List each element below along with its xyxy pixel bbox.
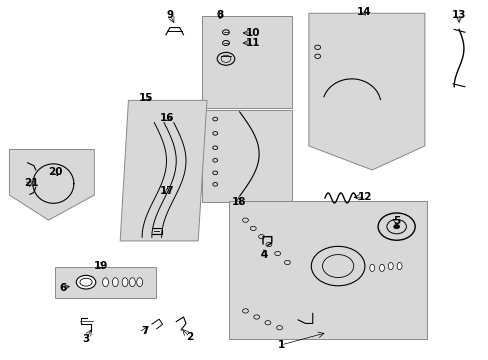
Text: 17: 17	[160, 186, 174, 197]
Text: 18: 18	[231, 197, 245, 207]
Polygon shape	[120, 100, 206, 241]
Ellipse shape	[369, 264, 374, 271]
Ellipse shape	[379, 264, 384, 271]
Ellipse shape	[102, 278, 108, 287]
Polygon shape	[308, 13, 424, 170]
Ellipse shape	[387, 262, 392, 270]
Ellipse shape	[137, 278, 142, 287]
Polygon shape	[202, 16, 292, 108]
Text: 2: 2	[186, 332, 193, 342]
Polygon shape	[228, 201, 427, 338]
Text: 19: 19	[93, 261, 108, 271]
Text: 3: 3	[82, 333, 89, 343]
Text: 12: 12	[357, 192, 372, 202]
Text: 5: 5	[392, 216, 400, 226]
Ellipse shape	[80, 278, 92, 286]
Text: 8: 8	[216, 10, 224, 20]
Text: 21: 21	[23, 178, 38, 188]
Ellipse shape	[122, 278, 128, 287]
Text: 1: 1	[277, 340, 284, 350]
Text: 15: 15	[139, 93, 153, 103]
Polygon shape	[55, 267, 156, 298]
Polygon shape	[9, 149, 94, 220]
Text: 10: 10	[245, 28, 260, 38]
Text: 4: 4	[260, 250, 267, 260]
Ellipse shape	[129, 278, 135, 287]
Ellipse shape	[112, 278, 118, 287]
Text: 11: 11	[245, 38, 260, 48]
Text: 7: 7	[141, 325, 148, 336]
Ellipse shape	[396, 262, 401, 270]
Text: 16: 16	[160, 113, 174, 123]
Ellipse shape	[76, 275, 96, 289]
Text: 13: 13	[451, 10, 466, 20]
Text: 20: 20	[48, 167, 62, 177]
Circle shape	[393, 225, 399, 229]
Polygon shape	[202, 110, 292, 202]
Text: 14: 14	[356, 7, 370, 17]
Text: 6: 6	[60, 283, 66, 293]
Text: 9: 9	[166, 10, 174, 20]
